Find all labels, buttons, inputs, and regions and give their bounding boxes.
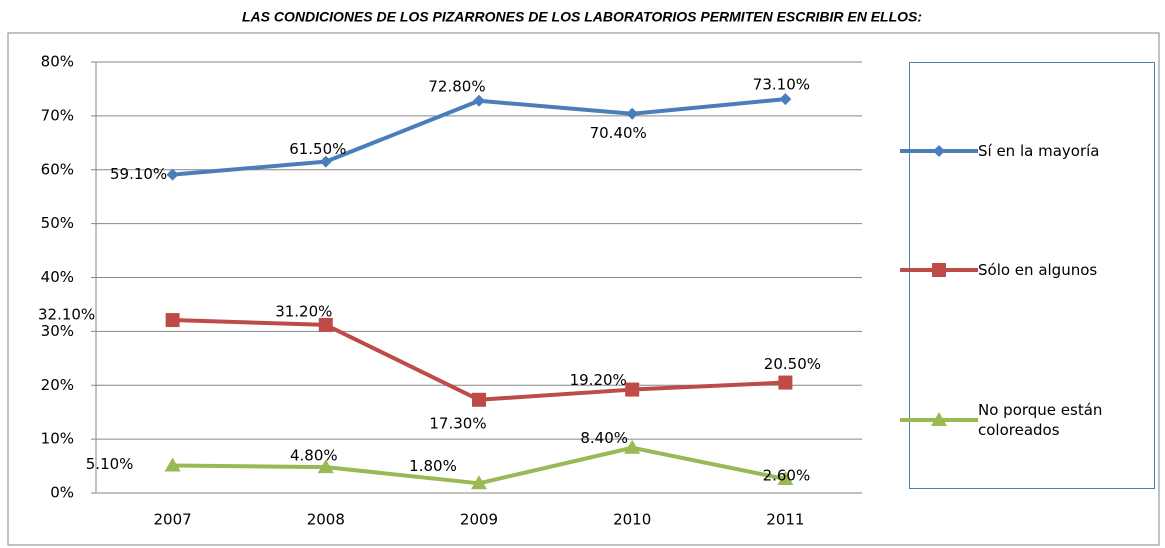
data-label: 20.50%	[764, 355, 821, 373]
x-tick-label: 2010	[613, 511, 651, 529]
data-label: 70.40%	[590, 124, 647, 142]
legend-label: Sí en la mayoría	[978, 142, 1100, 160]
data-label: 73.10%	[753, 76, 810, 94]
marker	[164, 457, 181, 472]
y-tick-label: 60%	[41, 160, 74, 178]
x-tick-label: 2009	[460, 511, 498, 529]
marker	[318, 317, 333, 332]
chart-border	[7, 32, 1160, 546]
data-label: 1.80%	[409, 457, 457, 475]
legend: Sí en la mayoría Sólo en algunos No porque…	[900, 62, 1155, 489]
marker	[317, 459, 334, 474]
legend-swatch	[900, 412, 978, 426]
y-tick-label: 30%	[41, 322, 74, 340]
data-label: 19.20%	[570, 371, 627, 389]
series-line	[172, 97, 786, 177]
y-tick-label: 50%	[41, 214, 74, 232]
marker	[166, 168, 179, 181]
series-line	[172, 318, 786, 402]
marker	[777, 470, 794, 485]
data-label: 2.60%	[763, 466, 811, 484]
chart-title: LAS CONDICIONES DE LOS PIZARRONES DE LOS…	[242, 9, 922, 25]
data-label: 4.80%	[290, 447, 338, 465]
data-label: 32.10%	[38, 306, 95, 324]
marker	[624, 439, 641, 454]
marker	[933, 145, 945, 157]
marker	[473, 94, 485, 107]
legend-swatch	[900, 145, 978, 157]
data-label: 31.20%	[275, 302, 332, 320]
x-tick-label: 2007	[154, 511, 192, 529]
data-label: 8.40%	[580, 429, 628, 447]
y-tick-label: 70%	[41, 106, 74, 124]
data-label: 5.10%	[86, 455, 134, 473]
data-label: 17.30%	[429, 414, 486, 432]
legend-entry: Sí en la mayoría	[898, 141, 1148, 161]
y-tick-label: 10%	[41, 430, 74, 448]
data-label: 72.80%	[428, 77, 485, 95]
x-tick-label: 2008	[307, 511, 345, 529]
marker	[778, 375, 793, 390]
y-tick-label: 40%	[41, 268, 74, 286]
data-label: 59.10%	[110, 165, 167, 183]
marker	[471, 475, 487, 490]
data-label: 61.50%	[289, 140, 346, 158]
marker	[165, 313, 180, 328]
legend-swatch	[900, 263, 978, 277]
y-tick-label: 20%	[41, 376, 74, 394]
y-tick-label: 80%	[41, 53, 74, 71]
y-tick-label: 0%	[50, 484, 74, 502]
legend-label: No porque están coloreados	[978, 401, 1103, 439]
legend-entry: Sólo en algunos	[898, 260, 1148, 280]
marker	[779, 93, 792, 106]
legend-entry: No porque están coloreados	[898, 400, 1148, 440]
legend-label: Sólo en algunos	[978, 261, 1098, 279]
marker	[625, 382, 640, 397]
marker	[319, 155, 332, 168]
x-tick-label: 2011	[766, 511, 804, 529]
marker	[626, 107, 639, 120]
marker	[931, 412, 947, 426]
marker	[932, 263, 946, 277]
marker	[472, 392, 486, 407]
